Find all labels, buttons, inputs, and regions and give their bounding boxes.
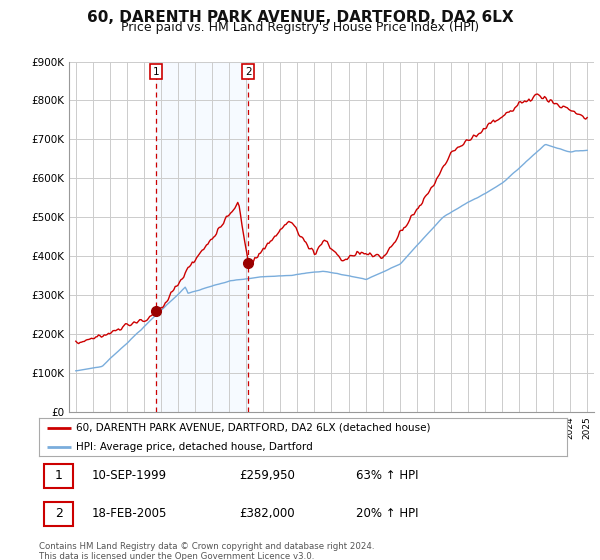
Text: 1: 1 <box>153 67 160 77</box>
Text: 2: 2 <box>245 67 251 77</box>
FancyBboxPatch shape <box>44 502 73 526</box>
Text: Price paid vs. HM Land Registry's House Price Index (HPI): Price paid vs. HM Land Registry's House … <box>121 21 479 34</box>
Text: 18-FEB-2005: 18-FEB-2005 <box>92 507 167 520</box>
Bar <box>156 62 248 412</box>
Text: 1: 1 <box>55 469 63 482</box>
Text: HPI: Average price, detached house, Dartford: HPI: Average price, detached house, Dart… <box>76 442 313 452</box>
Text: 10-SEP-1999: 10-SEP-1999 <box>92 469 167 482</box>
Text: £382,000: £382,000 <box>239 507 295 520</box>
Text: 63% ↑ HPI: 63% ↑ HPI <box>356 469 418 482</box>
FancyBboxPatch shape <box>44 464 73 488</box>
Text: 60, DARENTH PARK AVENUE, DARTFORD, DA2 6LX (detached house): 60, DARENTH PARK AVENUE, DARTFORD, DA2 6… <box>76 423 430 433</box>
Text: Contains HM Land Registry data © Crown copyright and database right 2024.
This d: Contains HM Land Registry data © Crown c… <box>39 542 374 560</box>
Text: 20% ↑ HPI: 20% ↑ HPI <box>356 507 418 520</box>
Text: £259,950: £259,950 <box>239 469 296 482</box>
Text: 60, DARENTH PARK AVENUE, DARTFORD, DA2 6LX: 60, DARENTH PARK AVENUE, DARTFORD, DA2 6… <box>86 10 514 25</box>
Text: 2: 2 <box>55 507 63 520</box>
